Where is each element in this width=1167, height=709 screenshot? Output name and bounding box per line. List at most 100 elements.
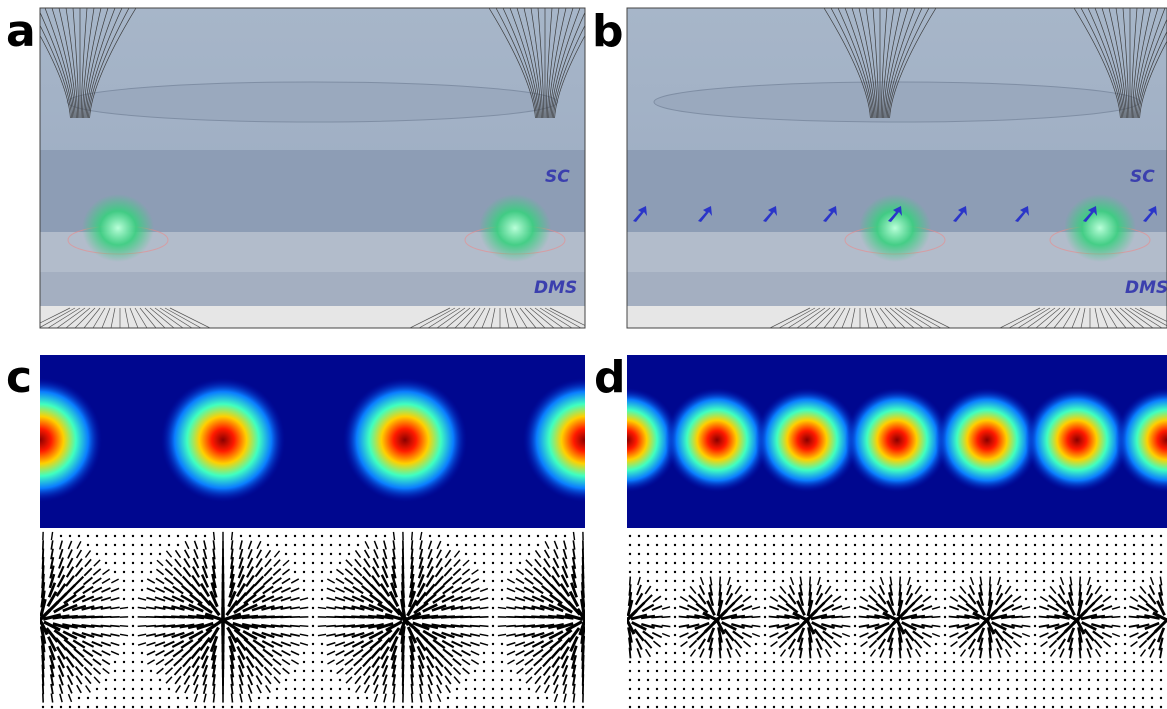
quiver-dot: [845, 643, 847, 645]
quiver-dot: [123, 580, 125, 582]
quiver-dot: [692, 670, 694, 672]
quiver-dot: [1106, 571, 1108, 573]
quiver-arrow: [662, 617, 671, 618]
quiver-dot: [692, 553, 694, 555]
quiver-dot: [1106, 706, 1108, 708]
quiver-dot: [737, 670, 739, 672]
quiver-dot: [132, 571, 134, 573]
quiver-dot: [303, 580, 305, 582]
quiver-dot: [791, 562, 793, 564]
quiver-dot: [899, 688, 901, 690]
quiver-dot: [1007, 535, 1009, 537]
quiver-dot: [1016, 706, 1018, 708]
quiver-dot: [737, 553, 739, 555]
quiver-dot: [665, 688, 667, 690]
quiver-dot: [159, 706, 161, 708]
quiver-dot: [1106, 679, 1108, 681]
quiver-dot: [1160, 544, 1162, 546]
quiver-dot: [1133, 544, 1135, 546]
quiver-dot: [944, 598, 946, 600]
heatmap-background: [40, 355, 585, 528]
quiver-dot: [222, 706, 224, 708]
quiver-dot: [267, 706, 269, 708]
quiver-dot: [782, 544, 784, 546]
quiver-dot: [791, 670, 793, 672]
quiver-dot: [1151, 679, 1153, 681]
quiver-dot: [629, 679, 631, 681]
quiver-dot: [674, 697, 676, 699]
quiver-dot: [1160, 688, 1162, 690]
quiver-dot: [800, 688, 802, 690]
quiver-dot: [87, 535, 89, 537]
quiver-dot: [1115, 661, 1117, 663]
quiver-dot: [1034, 670, 1036, 672]
quiver-dot: [917, 679, 919, 681]
quiver-dot: [998, 688, 1000, 690]
quiver-dot: [674, 535, 676, 537]
quiver-dot: [1007, 697, 1009, 699]
quiver-dot: [1043, 652, 1045, 654]
quiver-dot: [872, 580, 874, 582]
quiver-arrow: [1101, 616, 1112, 617]
quiver-dot: [168, 697, 170, 699]
quiver-dot: [357, 544, 359, 546]
quiver-dot: [674, 544, 676, 546]
quiver-dot: [537, 544, 539, 546]
quiver-dot: [746, 544, 748, 546]
quiver-dot: [818, 688, 820, 690]
quiver-dot: [818, 553, 820, 555]
quiver-dot: [393, 706, 395, 708]
quiver-dot: [1142, 697, 1144, 699]
quiver-dot: [564, 706, 566, 708]
quiver-dot: [123, 670, 125, 672]
quiver-dot: [746, 697, 748, 699]
quiver-dot: [854, 607, 856, 609]
layer-label: DMS: [1125, 278, 1167, 298]
quiver-dot: [728, 661, 730, 663]
quiver-dot: [321, 652, 323, 654]
quiver-dot: [1070, 670, 1072, 672]
quiver-dot: [944, 607, 946, 609]
quiver-dot: [159, 679, 161, 681]
quiver-dot: [1007, 580, 1009, 582]
quiver-dot: [647, 571, 649, 573]
quiver-dot: [285, 544, 287, 546]
quiver-arrow: [1112, 617, 1121, 618]
quiver-dot: [629, 562, 631, 564]
quiver-arrow: [290, 626, 300, 627]
quiver-dot: [980, 697, 982, 699]
quiver-dot: [926, 571, 928, 573]
quiver-dot: [501, 661, 503, 663]
quiver-dot: [854, 598, 856, 600]
quiver-dot: [1106, 580, 1108, 582]
quiver-dot: [492, 706, 494, 708]
quiver-dot: [312, 580, 314, 582]
quiver-dot: [276, 706, 278, 708]
quiver-dot: [944, 706, 946, 708]
quiver-dot: [69, 706, 71, 708]
quiver-dot: [339, 679, 341, 681]
quiver-dot: [665, 535, 667, 537]
quiver-dot: [1115, 580, 1117, 582]
quiver-dot: [881, 679, 883, 681]
quiver-dot: [114, 535, 116, 537]
quiver-dot: [1043, 544, 1045, 546]
quiver-dot: [123, 544, 125, 546]
quiver-dot: [854, 661, 856, 663]
quiver-dot: [240, 706, 242, 708]
quiver-dot: [845, 553, 847, 555]
quiver-dot: [303, 661, 305, 663]
quiver-dot: [1043, 706, 1045, 708]
quiver-dot: [276, 688, 278, 690]
quiver-dot: [1016, 697, 1018, 699]
quiver-dot: [1124, 616, 1126, 618]
quiver-dot: [674, 652, 676, 654]
quiver-arrow: [120, 626, 128, 627]
quiver-dot: [465, 679, 467, 681]
quiver-dot: [132, 580, 134, 582]
quiver-dot: [1025, 706, 1027, 708]
quiver-dot: [809, 571, 811, 573]
quiver-dot: [330, 562, 332, 564]
quiver-arrow: [1080, 577, 1081, 586]
quiver-dot: [1043, 697, 1045, 699]
